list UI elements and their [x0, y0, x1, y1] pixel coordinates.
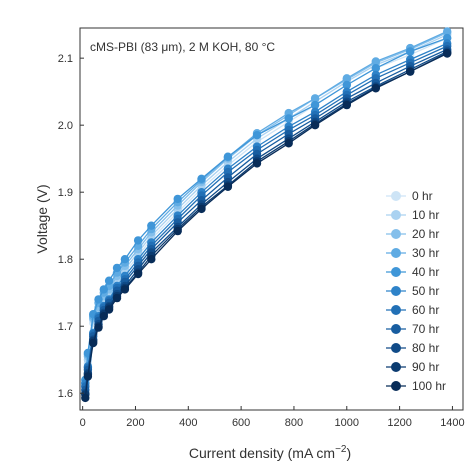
y-tick-label: 1.9	[58, 187, 73, 199]
legend-label: 80 hr	[412, 341, 439, 355]
x-axis-title-end: )	[347, 445, 352, 461]
data-point	[371, 84, 380, 93]
data-point	[112, 293, 122, 303]
data-point	[112, 263, 122, 273]
data-point	[443, 27, 452, 36]
data-point	[89, 338, 98, 348]
y-axis-title: Voltage (V)	[34, 184, 50, 253]
y-tick-label: 2.1	[58, 53, 73, 65]
legend-label: 30 hr	[412, 246, 439, 260]
y-tick-label: 1.7	[58, 321, 73, 333]
legend-label: 10 hr	[412, 208, 439, 222]
legend-marker	[391, 229, 401, 239]
legend-marker	[391, 248, 401, 258]
data-point	[406, 47, 415, 56]
x-tick-label: 800	[285, 417, 303, 429]
legend-marker	[391, 381, 401, 391]
data-point	[120, 255, 130, 264]
legend-item: 90 hr	[386, 360, 439, 374]
legend-label: 0 hr	[412, 189, 433, 203]
data-point	[81, 393, 90, 403]
legend-label: 50 hr	[412, 284, 439, 298]
data-point	[371, 63, 380, 73]
legend-marker	[391, 324, 401, 334]
legend-item: 10 hr	[386, 208, 439, 222]
data-point	[197, 174, 206, 183]
legend-label: 100 hr	[412, 379, 446, 393]
data-point	[120, 285, 130, 294]
legend-item: 70 hr	[386, 322, 439, 336]
x-tick-label: 200	[126, 417, 144, 429]
legend-marker	[391, 305, 401, 315]
data-point	[284, 139, 293, 148]
data-point	[104, 305, 114, 314]
data-point	[83, 372, 93, 381]
axis-layer: 0 200 400 600 800 1000 1200 1400 1.6 1.7 1.8 1.9 2.0…	[58, 53, 465, 429]
legend-label: 70 hr	[412, 322, 439, 336]
legend-item: 50 hr	[386, 284, 439, 298]
x-tick-label: 0	[80, 417, 86, 429]
data-point	[342, 74, 351, 83]
legend-item: 40 hr	[386, 265, 439, 279]
data-point	[147, 221, 156, 230]
legend-marker	[391, 286, 401, 296]
data-point	[342, 80, 351, 90]
legend-label: 60 hr	[412, 303, 439, 317]
x-tick-label: 1400	[440, 417, 464, 429]
data-point	[133, 236, 143, 245]
legend-item: 60 hr	[386, 303, 439, 317]
x-tick-label: 1200	[387, 417, 411, 429]
legend-item: 20 hr	[386, 227, 439, 241]
legend-marker	[391, 362, 401, 372]
x-tick-label: 600	[232, 417, 250, 429]
data-point	[406, 67, 415, 76]
x-tick-label: 400	[179, 417, 197, 429]
series-100-hr	[81, 49, 452, 403]
chart-annotation: cMS-PBI (83 μm), 2 M KOH, 80 °C	[90, 40, 275, 54]
data-point	[284, 114, 293, 123]
legend-label: 20 hr	[412, 227, 439, 241]
data-point	[173, 226, 182, 236]
legend-marker	[391, 267, 401, 277]
data-point	[94, 295, 103, 304]
legend-marker	[391, 343, 401, 353]
data-point	[342, 100, 351, 110]
plot-frame	[79, 27, 464, 411]
data-point	[133, 269, 143, 279]
x-tick-label: 1000	[335, 417, 359, 429]
x-axis-title-superscript: −2	[335, 444, 347, 455]
data-point	[99, 285, 109, 294]
legend-item: 100 hr	[386, 379, 446, 393]
data-point	[252, 159, 262, 168]
x-axis-title-main: Current density (mA cm	[189, 445, 335, 461]
data-point	[443, 49, 452, 58]
data-point	[223, 182, 233, 191]
y-tick-label: 1.6	[58, 388, 73, 400]
data-point	[99, 312, 109, 321]
legend-item: 0 hr	[386, 189, 433, 203]
legend: 0 hr 10 hr 20 hr 30 hr 40 hr 50 hr 60 hr 70 hr 8…	[386, 189, 446, 393]
data-point	[371, 57, 380, 66]
legend-item: 80 hr	[386, 341, 439, 355]
data-point	[310, 100, 320, 110]
data-point	[252, 131, 262, 140]
data-point	[173, 194, 182, 204]
data-point	[197, 204, 206, 214]
data-point	[310, 94, 320, 103]
data-point	[147, 255, 156, 264]
legend-label: 90 hr	[412, 360, 439, 374]
data-point	[310, 121, 320, 130]
legend-marker	[391, 210, 401, 220]
series-layer	[81, 27, 452, 403]
data-point	[94, 323, 103, 332]
y-tick-label: 1.8	[58, 254, 73, 266]
data-point	[223, 152, 233, 161]
legend-marker	[391, 191, 401, 201]
data-point	[104, 276, 114, 285]
y-tick-label: 2.0	[58, 120, 73, 132]
x-axis-title: Current density (mA cm−2)	[189, 444, 351, 461]
legend-item: 30 hr	[386, 246, 439, 260]
legend-label: 40 hr	[412, 265, 439, 279]
